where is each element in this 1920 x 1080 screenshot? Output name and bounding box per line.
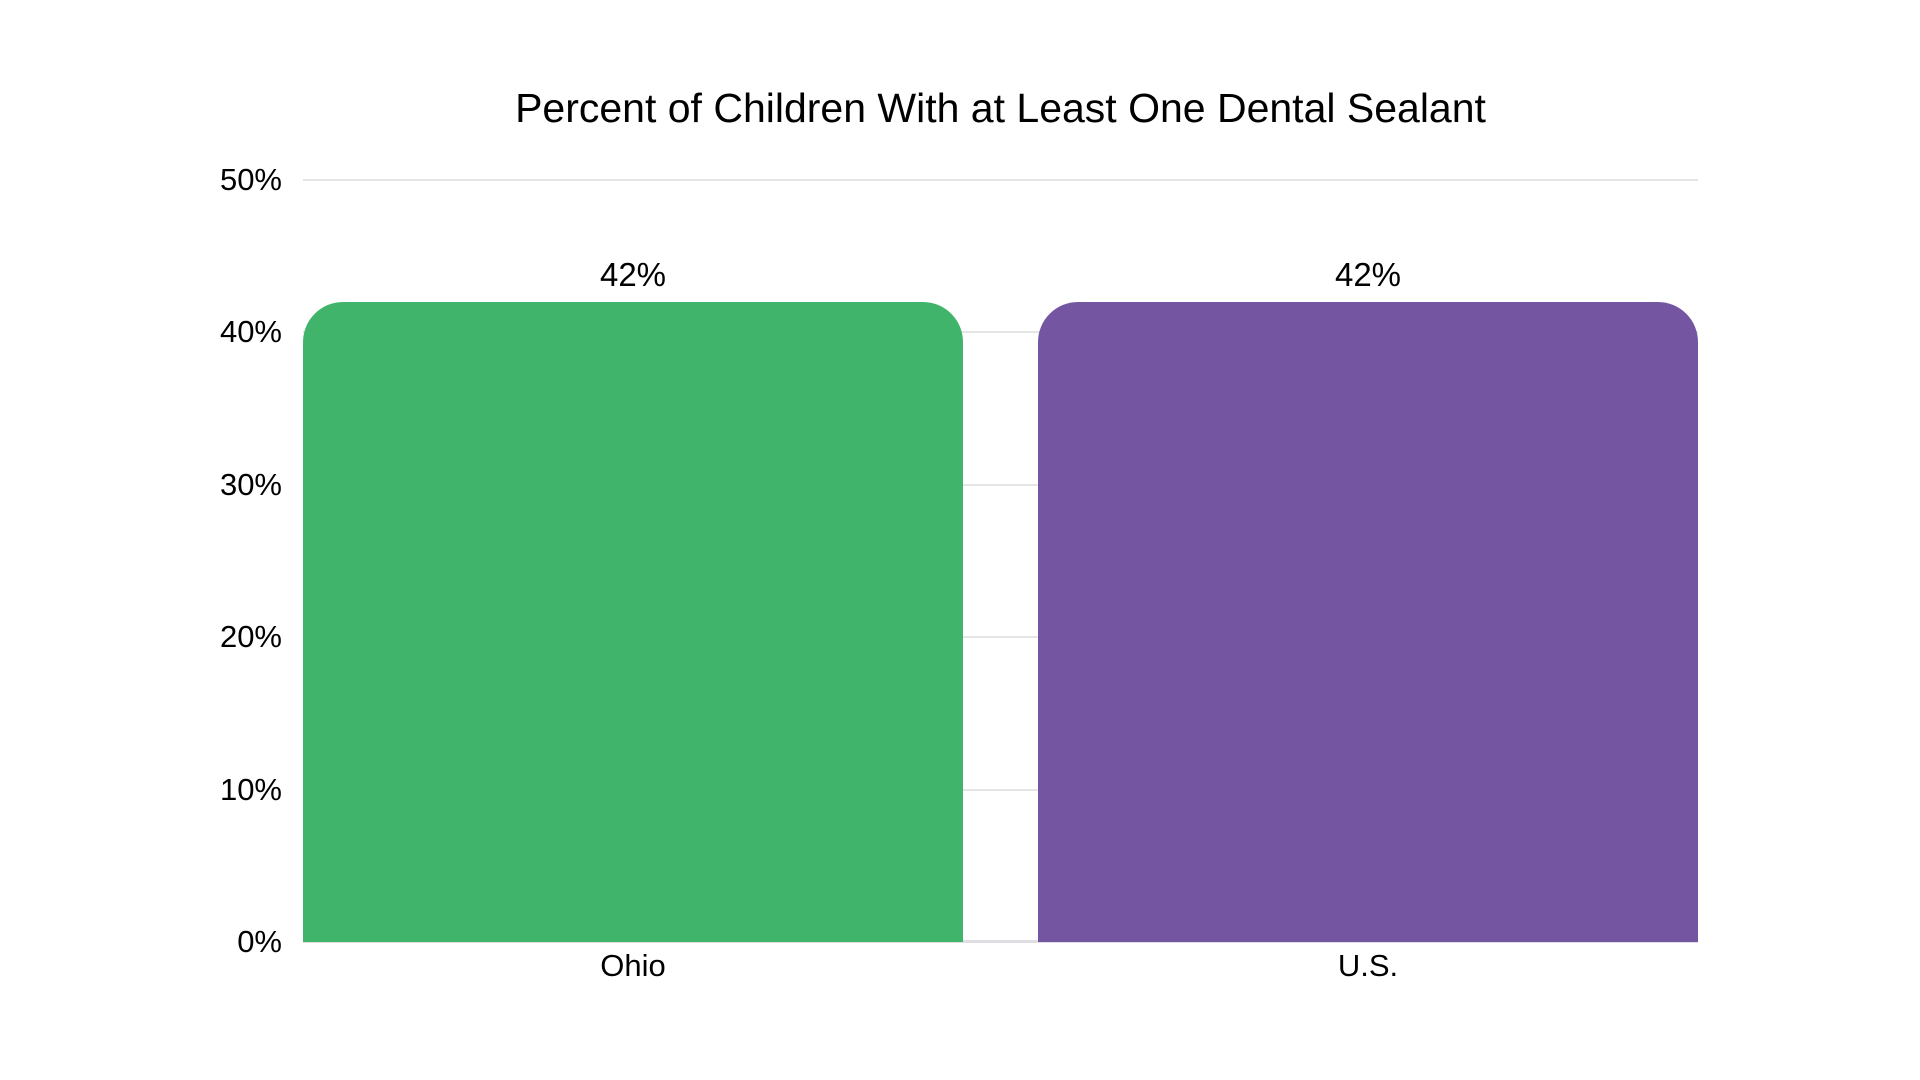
y-tick-label-10%: 10% bbox=[219, 771, 282, 807]
y-tick-label-40%: 40% bbox=[219, 314, 282, 350]
y-axis: 0% 10% 20% 30% 40% 50% bbox=[100, 162, 282, 959]
gridline-40% bbox=[303, 331, 1698, 334]
gridline-0% bbox=[303, 940, 1698, 943]
bar-us[interactable] bbox=[1038, 301, 1698, 942]
x-axis-label-us: U.S. bbox=[1337, 948, 1399, 983]
x-axis: Ohio U.S. bbox=[303, 948, 1698, 992]
gridline-10% bbox=[303, 788, 1698, 791]
gridlines bbox=[303, 179, 1698, 943]
y-tick-label-0%: 0% bbox=[237, 924, 282, 959]
y-tick-label-30%: 30% bbox=[219, 466, 282, 502]
bar-ohio[interactable] bbox=[303, 301, 963, 942]
bar-value-label-ohio: 42% bbox=[599, 255, 667, 293]
chart-title: Percent of Children With at Least One De… bbox=[515, 85, 1486, 131]
gridline-20% bbox=[303, 636, 1698, 639]
y-tick-label-20%: 20% bbox=[219, 619, 282, 655]
gridline-50% bbox=[303, 179, 1698, 181]
bar-value-label-us: 42% bbox=[1334, 255, 1402, 293]
x-axis-label-ohio: Ohio bbox=[600, 948, 666, 983]
y-tick-label-50%: 50% bbox=[219, 162, 282, 197]
plot-area: 42% 42% bbox=[303, 179, 1698, 943]
gridline-30% bbox=[303, 483, 1698, 486]
